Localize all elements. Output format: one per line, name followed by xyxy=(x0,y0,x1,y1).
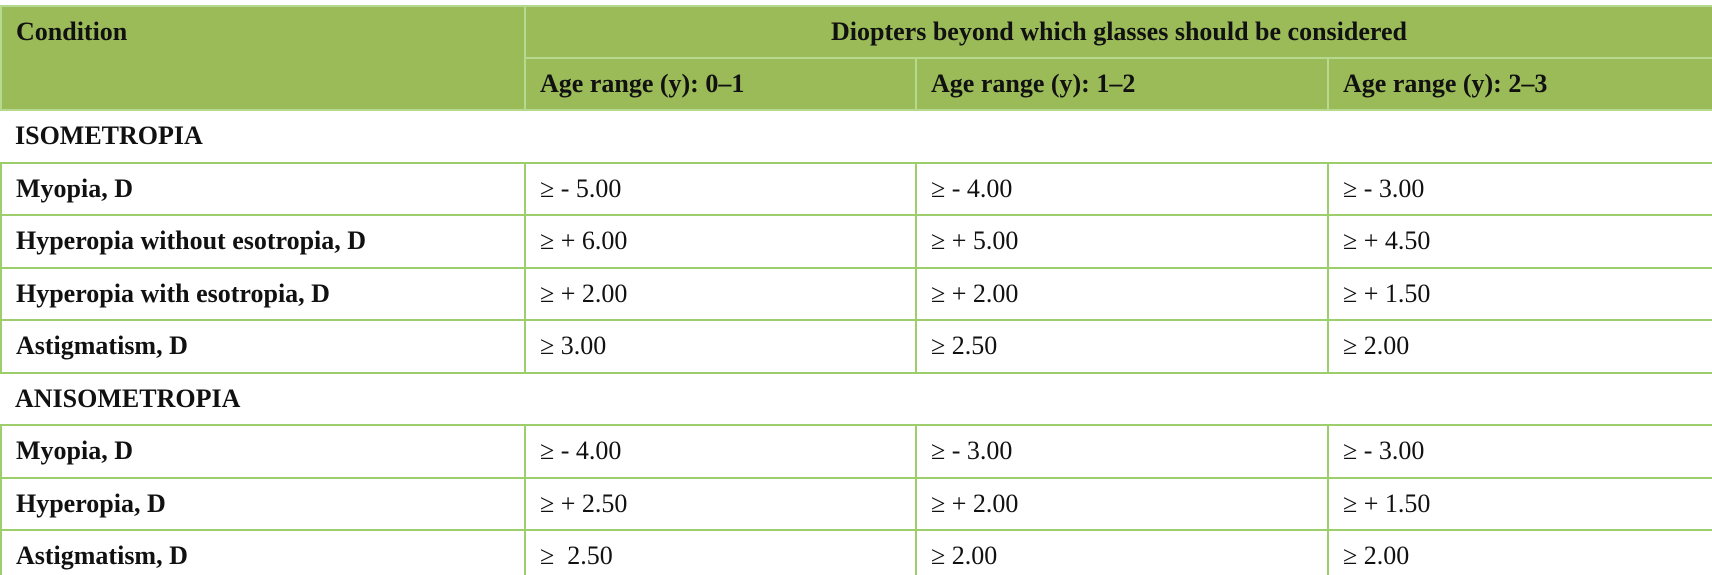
header-row: Condition Diopters beyond which glasses … xyxy=(0,5,1712,111)
data-row: Myopia, D ≥ - 4.00 ≥ - 3.00 ≥ - 3.00 xyxy=(0,424,1712,479)
value-cell: ≥ 2.00 xyxy=(1327,529,1712,575)
data-row: Myopia, D ≥ - 5.00 ≥ - 4.00 ≥ - 3.00 xyxy=(0,161,1712,216)
header-cell: Age range (y): 0–1 xyxy=(524,57,917,111)
data-row: Astigmatism, D ≥ 2.50 ≥ 2.00 ≥ 2.00 xyxy=(0,529,1712,575)
data-row: Hyperopia without esotropia, D ≥ + 6.00 ≥ … xyxy=(0,214,1712,269)
header-cell: Condition xyxy=(0,5,526,111)
value-cell: ≥ - 3.00 xyxy=(1327,161,1712,216)
table-body: ISOMETROPIA Myopia, D ≥ - 5.00 ≥ - 4.00 ≥ - … xyxy=(0,109,1712,575)
value-cell: ≥ - 5.00 xyxy=(524,161,917,216)
value-cell: ≥ 2.00 xyxy=(915,529,1329,575)
value-cell: ≥ - 4.00 xyxy=(524,424,917,479)
value-cell: ≥ 2.00 xyxy=(1327,319,1712,374)
value-cell: ≥ + 2.50 xyxy=(524,476,917,531)
data-row: Hyperopia, D ≥ + 2.50 ≥ + 2.00 ≥ + 1.50 xyxy=(0,476,1712,531)
value-cell: ≥ + 1.50 xyxy=(1327,266,1712,321)
value-cell: ≥ + 2.00 xyxy=(524,266,917,321)
section-row: ISOMETROPIA xyxy=(1,109,1712,164)
data-row: Hyperopia with esotropia, D ≥ + 2.00 ≥ + 2… xyxy=(0,266,1712,321)
condition-cell: Astigmatism, D xyxy=(0,319,526,374)
value-cell: ≥ + 4.50 xyxy=(1327,214,1712,269)
value-cell: ≥ - 3.00 xyxy=(1327,424,1712,479)
table-header: Condition Diopters beyond which glasses … xyxy=(0,5,1712,111)
header-cell: Diopters beyond which glasses should be … xyxy=(524,5,1712,59)
value-cell: ≥ + 5.00 xyxy=(915,214,1329,269)
value-cell: ≥ - 4.00 xyxy=(915,161,1329,216)
value-cell: ≥ + 1.50 xyxy=(1327,476,1712,531)
header-cell: Age range (y): 2–3 xyxy=(1327,57,1712,111)
value-cell: ≥ 3.00 xyxy=(524,319,917,374)
condition-cell: Myopia, D xyxy=(0,161,526,216)
value-cell: ≥ + 2.00 xyxy=(915,476,1329,531)
condition-cell: Astigmatism, D xyxy=(0,529,526,575)
data-row: Astigmatism, D ≥ 3.00 ≥ 2.50 ≥ 2.00 xyxy=(0,319,1712,374)
condition-cell: Hyperopia with esotropia, D xyxy=(0,266,526,321)
condition-cell: Hyperopia, D xyxy=(0,476,526,531)
glasses-table: Condition Diopters beyond which glasses … xyxy=(0,5,1712,575)
section-title: ANISOMETROPIA xyxy=(1,371,1712,426)
header-row: Age range (y): 0–1 Age range (y): 1–2 Age … xyxy=(1,57,1712,111)
table-container: Condition Diopters beyond which glasses … xyxy=(0,5,1712,575)
section-row: ANISOMETROPIA xyxy=(1,371,1712,426)
value-cell: ≥ 2.50 xyxy=(524,529,917,575)
value-cell: ≥ + 6.00 xyxy=(524,214,917,269)
header-cell: Age range (y): 1–2 xyxy=(915,57,1329,111)
value-cell: ≥ 2.50 xyxy=(915,319,1329,374)
section-title: ISOMETROPIA xyxy=(1,109,1712,164)
condition-cell: Myopia, D xyxy=(0,424,526,479)
value-cell: ≥ + 2.00 xyxy=(915,266,1329,321)
value-cell: ≥ - 3.00 xyxy=(915,424,1329,479)
condition-cell: Hyperopia without esotropia, D xyxy=(0,214,526,269)
